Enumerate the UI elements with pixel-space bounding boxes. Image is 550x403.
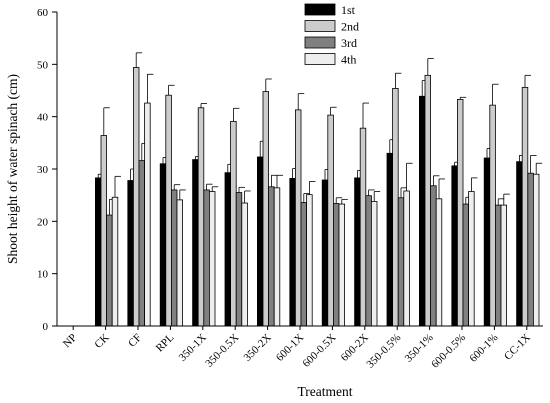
x-tick-label: 350-0.5X	[203, 332, 241, 370]
bar	[359, 127, 367, 327]
y-tick-label: 40	[37, 112, 49, 124]
y-tick-label: 60	[37, 7, 49, 19]
bar	[224, 172, 231, 327]
bar	[294, 109, 302, 327]
bar	[306, 194, 313, 327]
bar	[527, 172, 534, 327]
bar	[516, 161, 523, 327]
bar	[176, 199, 183, 327]
bar	[418, 95, 426, 327]
bar	[424, 74, 431, 327]
bar-group	[386, 72, 413, 327]
bar	[397, 197, 405, 327]
bar	[165, 94, 172, 327]
bar	[95, 177, 102, 327]
y-tick-label: 50	[37, 59, 49, 71]
bar	[138, 160, 145, 327]
x-axis-title: Treatment	[298, 384, 353, 399]
y-axis-ticks: 0 10 20 30 40 50 60	[37, 7, 57, 333]
bar	[170, 189, 178, 327]
x-tick-label: CF	[126, 332, 144, 350]
bar	[462, 203, 469, 327]
bar	[127, 180, 134, 327]
bar	[533, 173, 540, 327]
bar	[392, 88, 399, 327]
bar	[468, 191, 475, 327]
y-tick-label: 10	[37, 269, 49, 281]
bar	[494, 204, 502, 327]
bar	[230, 120, 237, 327]
bar	[268, 186, 275, 327]
y-tick-label: 0	[43, 321, 49, 333]
bar-group	[451, 96, 478, 327]
bar	[435, 198, 443, 327]
x-tick-label: CC-1X	[502, 332, 533, 363]
x-tick-label: 600-1%	[467, 332, 500, 365]
legend-swatch	[304, 20, 336, 32]
y-axis-title: Shoot height of water spinach (cm)	[5, 74, 20, 264]
legend: 1st 2nd 3rd 4th	[304, 3, 359, 67]
legend-label: 4th	[341, 53, 356, 67]
bar	[370, 201, 378, 327]
bar	[354, 177, 361, 327]
legend-swatch	[304, 3, 336, 16]
bar	[111, 196, 119, 327]
bar	[192, 159, 199, 327]
legend-label: 1st	[341, 3, 356, 17]
x-tick-label: 350-2X	[241, 332, 273, 364]
bar	[203, 189, 210, 327]
bar	[273, 187, 281, 327]
bar	[144, 102, 151, 327]
bar	[430, 185, 437, 327]
bar	[456, 98, 464, 327]
bar	[365, 195, 372, 327]
bar	[106, 214, 113, 327]
bar	[100, 135, 107, 327]
bar	[500, 204, 507, 327]
bar	[208, 191, 216, 327]
bar	[159, 163, 167, 327]
bar	[521, 86, 529, 327]
x-tick-label: RPL	[154, 331, 177, 354]
legend-swatch	[304, 53, 336, 65]
bar	[489, 104, 496, 327]
bar	[321, 179, 329, 327]
x-tick-label: 600-0.5X	[300, 332, 338, 370]
bar	[289, 178, 296, 327]
bar	[338, 203, 345, 327]
y-tick-label: 20	[37, 216, 49, 228]
y-tick-label: 30	[37, 164, 49, 176]
bar	[483, 157, 491, 327]
x-tick-label: 600-0.5%	[429, 332, 468, 371]
bar	[262, 91, 269, 327]
legend-swatch	[304, 36, 336, 49]
bar	[256, 156, 264, 327]
bar	[197, 107, 205, 327]
bar	[241, 202, 248, 327]
bar	[235, 192, 243, 327]
bar	[403, 190, 410, 327]
bar	[332, 203, 340, 327]
x-tick-label: NP	[61, 332, 79, 350]
bar	[451, 165, 458, 327]
bar	[300, 202, 307, 327]
legend-label: 2nd	[341, 20, 359, 34]
x-tick-label: CK	[92, 332, 111, 351]
bar	[132, 67, 140, 327]
bar	[386, 152, 393, 327]
legend-label: 3rd	[341, 36, 357, 50]
x-tick-label: 350-0.5%	[364, 332, 403, 371]
bar	[327, 114, 334, 327]
